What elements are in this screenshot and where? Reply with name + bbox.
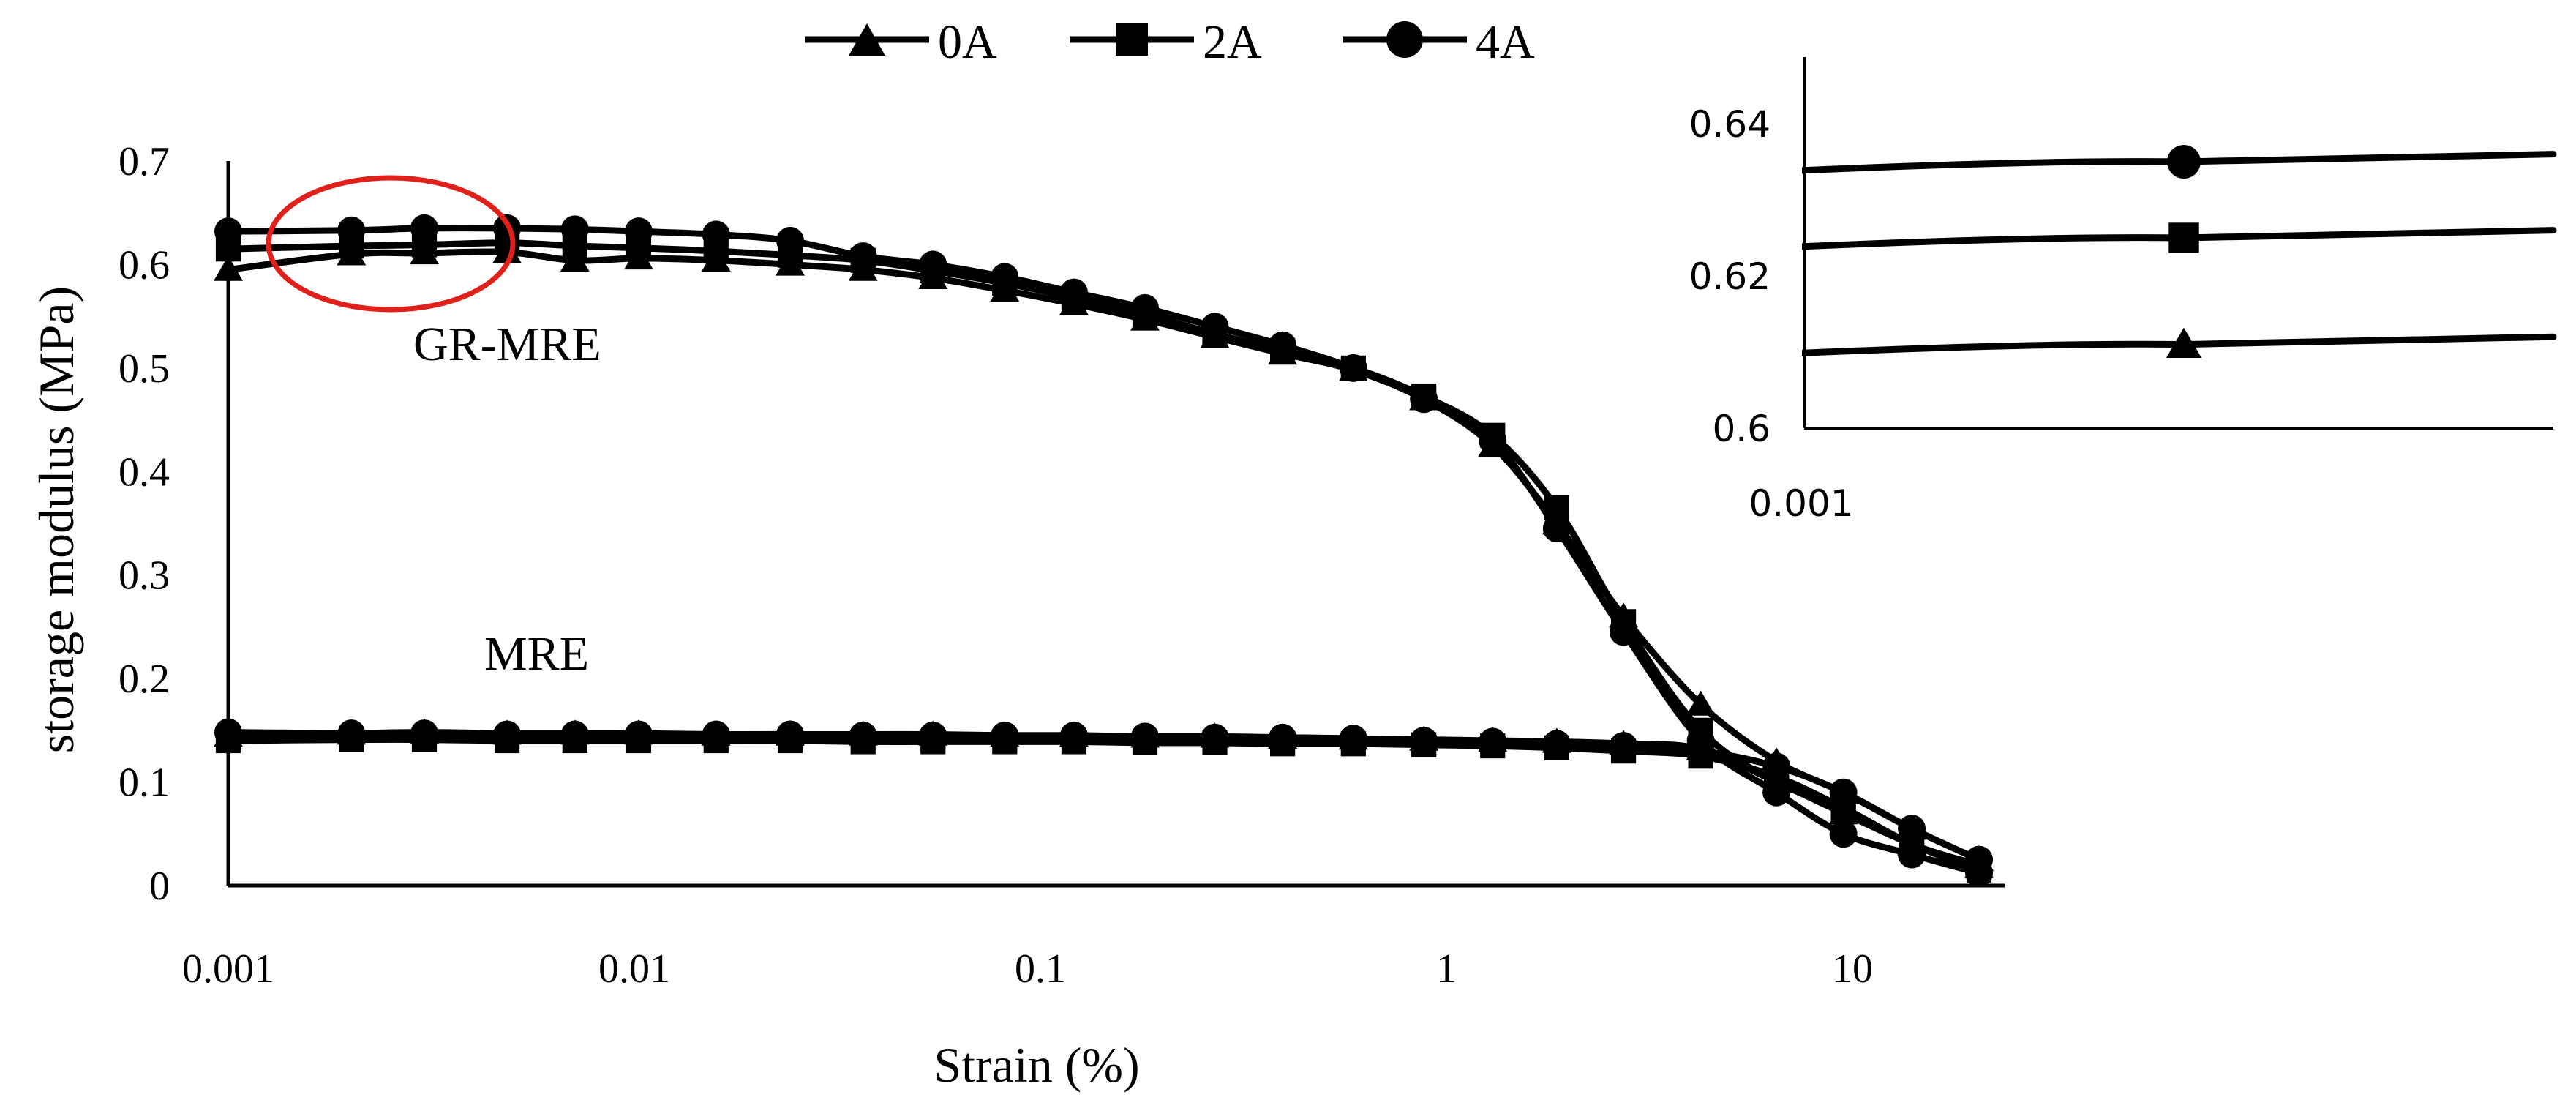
y-tick-label: 0.1: [119, 760, 170, 806]
series-gr-mre-0a-point: [560, 246, 590, 272]
series-mre-4a-point: [1762, 752, 1791, 781]
series-gr-mre-4a-point: [1479, 426, 1507, 454]
series-mre-4a-point: [1479, 727, 1507, 756]
series-gr-mre-4a-point: [1610, 618, 1638, 646]
y-tick-label: 0: [149, 864, 170, 909]
series-mre-4a-point: [1339, 725, 1367, 753]
legend-label-4a: 4A: [1476, 15, 1535, 69]
series-gr-mre-4a-point: [560, 215, 589, 244]
main-plot: 0 0.1 0.2 0.3 0.4 0.5 0.6 0.7 0.001 0.01 0.1 1 10 S…: [29, 139, 2005, 1093]
x-tick-label: 1: [1436, 946, 1457, 992]
x-tick-label: 0.01: [598, 946, 670, 992]
legend-marker-circle: [1386, 21, 1423, 58]
series-mre-4a-point: [1829, 778, 1858, 807]
inset-plot: 0.001 0.6 0.62 0.64: [1610, 44, 2557, 525]
series-mre-4a-point: [214, 718, 242, 747]
series-mre-4a-point: [1898, 815, 1926, 843]
series-mre-4a-point: [1965, 845, 1994, 874]
series-group: [214, 214, 1994, 888]
series-gr-mre-4a-point: [214, 217, 242, 246]
series-gr-mre-4a-point: [919, 250, 947, 279]
series-gr-mre-4a-point: [337, 216, 366, 244]
series-mre-4a-point: [919, 721, 947, 749]
series-mre-4a-point: [1131, 722, 1160, 751]
y-tick-labels: 0 0.1 0.2 0.3 0.4 0.5 0.6 0.7: [119, 139, 170, 909]
series-gr-mre-4a-point: [1269, 331, 1297, 359]
series-gr-mre-4a-point: [410, 214, 438, 242]
series-mre-4a-point: [776, 720, 805, 749]
series-mre-4a-point: [337, 719, 366, 748]
legend-marker-square: [1116, 23, 1148, 56]
legend-item-4a: 4A: [1343, 15, 1535, 69]
x-tick-label: 0.1: [1015, 946, 1066, 992]
series-mre-4a-point: [1059, 721, 1088, 749]
series-mre-4a-point: [702, 720, 730, 749]
x-tick-labels: 0.001 0.01 0.1 1 10: [182, 946, 1873, 992]
x-axis-title: Strain (%): [934, 1037, 1139, 1093]
legend-item-2a: 2A: [1070, 15, 1262, 69]
series-mre-4a-point: [1201, 723, 1229, 752]
series-gr-mre-4a-point: [1131, 293, 1160, 322]
annotation-mre: MRE: [484, 627, 589, 681]
annotation-gr-mre: GR-MRE: [413, 318, 601, 371]
series-mre-4a-point: [1269, 723, 1297, 752]
series-gr-mre-4a-point: [702, 220, 730, 249]
series-mre-4a-point: [1686, 737, 1715, 766]
y-tick-label: 0.4: [119, 449, 170, 495]
inset-y-tick-label: 0.62: [1689, 255, 1770, 298]
inset-series-4a-point: [2167, 145, 2201, 179]
x-tick-label: 10: [1832, 946, 1873, 992]
legend-marker-triangle: [849, 23, 885, 56]
series-mre-4a-point: [991, 721, 1019, 749]
series-gr-mre-4a-point: [624, 217, 653, 246]
series-mre-4a-point: [560, 720, 589, 749]
series-gr-mre-4a-point: [1201, 313, 1229, 341]
inset-left-mask: [1610, 44, 1802, 432]
inset-y-tick-label: 0.64: [1689, 103, 1770, 146]
y-tick-label: 0.6: [119, 242, 170, 288]
series-gr-mre-4a-point: [776, 226, 805, 255]
series-gr-mre-4a-point: [849, 242, 877, 271]
series-gr-mre-4a-point: [1339, 354, 1367, 382]
inset-y-tick-label: 0.6: [1712, 408, 1770, 450]
y-axis-title: storage modulus (MPa): [29, 286, 84, 753]
inset-series-0a-point: [2166, 327, 2202, 358]
y-tick-label: 0.7: [119, 139, 170, 184]
legend-item-0a: 0A: [805, 15, 997, 69]
series-mre-4a-point: [1610, 732, 1638, 760]
highlight-ellipse: [266, 175, 516, 313]
inset-series-2a-point: [2168, 222, 2199, 253]
x-tick-label: 0.001: [182, 946, 274, 992]
series-mre-4a-point: [849, 721, 877, 749]
series-gr-mre-4a-point: [1059, 278, 1088, 307]
series-mre-4a-point: [1542, 730, 1571, 758]
inset-y-tick-labels: 0.6 0.62 0.64: [1689, 103, 1770, 450]
series-gr-mre-0a-point: [1686, 690, 1716, 716]
series-mre-4a-point: [1410, 727, 1438, 755]
inset-x-tick-label: 0.001: [1749, 482, 1853, 525]
series-mre-4a: [214, 718, 1994, 874]
series-mre-4a-point: [624, 720, 653, 749]
series-mre-4a-point: [493, 720, 522, 749]
series-gr-mre-4a-point: [1542, 515, 1571, 543]
y-tick-label: 0.5: [119, 346, 170, 392]
legend-label-0a: 0A: [938, 15, 997, 69]
y-tick-label: 0.3: [119, 553, 170, 599]
series-gr-mre-4a-point: [991, 263, 1019, 291]
series-gr-mre-4a-point: [1829, 820, 1858, 848]
y-tick-label: 0.2: [119, 656, 170, 702]
legend: 0A 2A 4A: [805, 15, 1535, 69]
series-mre-4a-point: [410, 719, 438, 748]
series-gr-mre-4a-point: [1410, 385, 1438, 414]
series-gr-mre-0a-point: [214, 255, 243, 281]
legend-label-2a: 2A: [1203, 15, 1262, 69]
